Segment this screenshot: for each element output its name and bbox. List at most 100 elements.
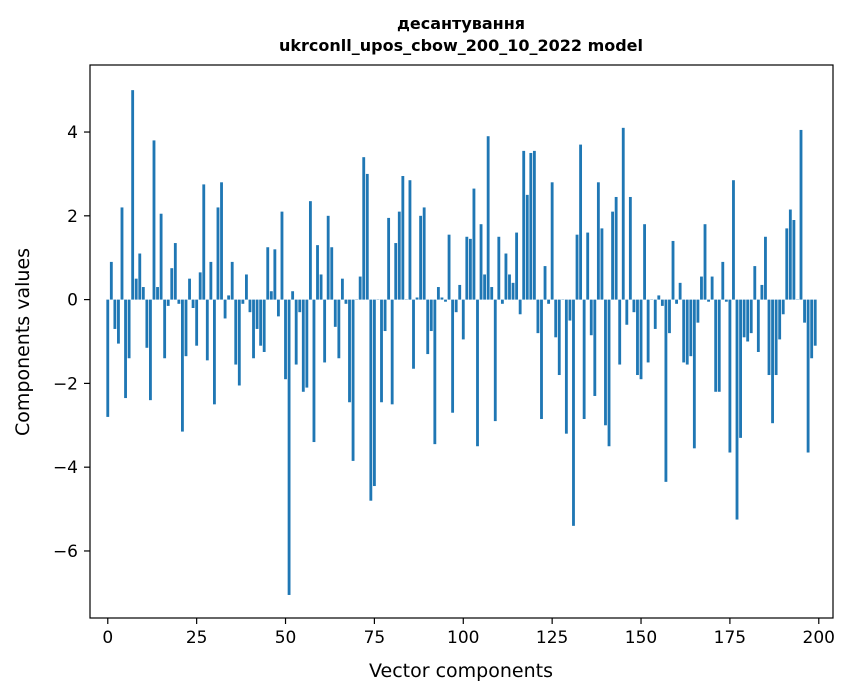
bar-component-144	[618, 299, 622, 365]
bar-component-165	[692, 299, 696, 449]
bar-component-16	[163, 299, 167, 359]
bar-component-53	[294, 299, 298, 365]
bar-component-175	[728, 299, 732, 453]
bar-component-24	[191, 299, 195, 308]
bar-component-38	[241, 299, 245, 304]
bar-component-190	[781, 299, 785, 315]
bar-component-48	[276, 299, 280, 317]
bar-component-63	[330, 247, 334, 300]
bar-component-119	[529, 152, 533, 300]
bar-component-184	[760, 284, 764, 300]
bar-component-196	[803, 299, 806, 323]
bar-component-25	[195, 299, 199, 346]
y-tick-label: −2	[53, 374, 78, 394]
bar-component-193	[792, 220, 796, 300]
bar-component-126	[554, 299, 558, 338]
bar-component-27	[202, 184, 206, 300]
bar-component-178	[739, 299, 742, 438]
bar-component-37	[237, 299, 241, 386]
y-tick-label: −4	[53, 458, 78, 478]
bar-component-159	[671, 240, 675, 300]
bar-component-33	[223, 299, 227, 319]
bar-component-0	[106, 299, 110, 417]
x-tick-label: 175	[714, 628, 746, 648]
bar-component-94	[440, 297, 444, 300]
bar-component-135	[586, 232, 590, 300]
bar-component-98	[454, 299, 458, 313]
bar-component-102	[468, 238, 472, 300]
bar-component-47	[273, 249, 277, 300]
bar-component-69	[351, 299, 355, 461]
bar-component-109	[493, 299, 497, 422]
bar-component-162	[682, 299, 686, 363]
bar-component-64	[333, 299, 337, 327]
bar-component-56	[305, 299, 309, 388]
x-axis-ticks: 0 25 50 75 100 125 150 175 200	[102, 618, 835, 648]
bar-component-134	[582, 299, 586, 420]
bar-component-77	[380, 299, 383, 403]
x-tick-label: 200	[803, 628, 835, 648]
bar-component-86	[412, 299, 415, 369]
bar-component-18	[170, 268, 174, 300]
bar-component-150	[639, 299, 643, 380]
bar-component-187	[771, 299, 774, 424]
bar-component-130	[568, 299, 572, 321]
bar-component-83	[401, 176, 405, 300]
bar-component-137	[593, 299, 597, 396]
bar-component-58	[312, 299, 316, 443]
bar-component-26	[198, 272, 202, 300]
bar-component-146	[625, 299, 629, 325]
bar-component-8	[134, 278, 138, 300]
bar-component-191	[785, 228, 789, 300]
bar-component-10	[141, 287, 145, 300]
bar-component-39	[245, 274, 248, 300]
plot-area-frame	[89, 64, 834, 619]
bar-component-158	[668, 299, 671, 334]
bar-component-90	[426, 299, 430, 355]
bar-component-12	[149, 299, 152, 401]
bar-component-14	[156, 287, 159, 300]
bar-component-141	[607, 299, 611, 447]
bar-component-30	[213, 299, 216, 405]
bar-component-112	[504, 253, 508, 300]
y-tick-label: 4	[67, 123, 78, 143]
bar-component-151	[643, 224, 646, 300]
bar-component-87	[415, 297, 419, 300]
bar-component-40	[248, 299, 252, 313]
bar-component-123	[543, 266, 547, 300]
bar-component-15	[159, 213, 163, 300]
bar-component-154	[653, 299, 657, 329]
bar-component-188	[774, 299, 778, 376]
bar-component-93	[436, 287, 440, 300]
x-tick-label: 0	[102, 628, 113, 648]
bar-component-78	[383, 299, 387, 332]
bar-component-57	[308, 201, 312, 300]
bar-component-108	[490, 287, 494, 300]
bar-component-115	[515, 232, 519, 300]
bar-component-197	[806, 299, 810, 453]
bar-component-31	[216, 207, 220, 300]
bar-component-189	[778, 299, 782, 340]
bar-component-82	[397, 211, 401, 300]
bar-component-41	[252, 299, 255, 359]
bar-component-32	[220, 182, 223, 300]
bar-component-180	[746, 299, 750, 342]
bar-component-164	[689, 299, 693, 357]
bar-component-199	[813, 299, 817, 346]
bar-component-49	[280, 211, 284, 300]
bar-component-181	[749, 299, 753, 334]
bar-component-155	[657, 295, 661, 300]
bar-component-176	[732, 180, 735, 300]
bar-component-111	[500, 299, 504, 304]
bar-component-160	[675, 299, 678, 304]
bar-component-80	[390, 299, 394, 405]
bar-component-65	[337, 299, 341, 359]
bar-component-20	[177, 299, 181, 304]
bar-component-4	[120, 207, 124, 300]
y-tick-label: 0	[67, 291, 78, 311]
bar-component-43	[259, 299, 263, 346]
y-tick-label: −6	[53, 542, 78, 562]
bar-component-169	[707, 299, 710, 302]
bar-component-161	[678, 282, 682, 300]
